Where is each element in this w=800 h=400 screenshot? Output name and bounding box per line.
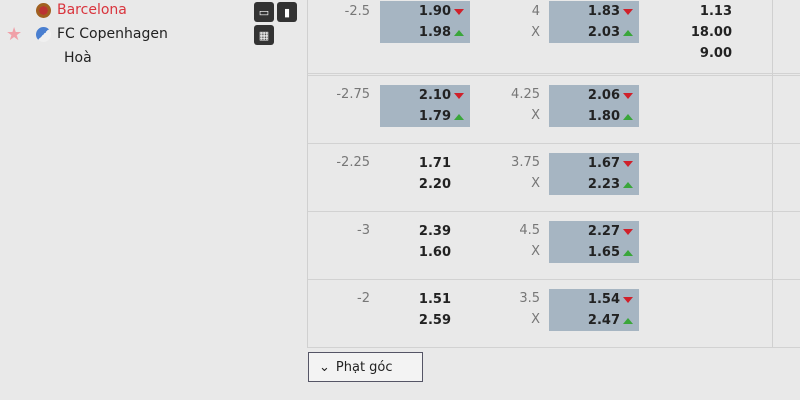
up-arrow-icon (623, 181, 633, 188)
handicap-line: -2.75 (336, 87, 370, 102)
total-line: 3.75 X (511, 155, 540, 191)
away-team-name: FC Copenhagen (57, 26, 168, 42)
up-arrow-icon (454, 29, 464, 36)
home-team[interactable]: Barcelona (36, 2, 127, 18)
handicap-odds[interactable]: 2.39 1.60 (380, 221, 470, 263)
row-divider (308, 143, 800, 144)
away-odds[interactable]: 1.79 (418, 109, 451, 124)
up-arrow-icon (454, 113, 464, 120)
under-odds[interactable]: 1.80 (587, 109, 620, 124)
over-odds[interactable]: 2.27 (587, 224, 620, 239)
1x2-value[interactable]: 1.13 (699, 4, 732, 19)
over-odds[interactable]: 1.83 (587, 4, 620, 19)
under-odds[interactable]: 1.65 (587, 245, 620, 260)
copenhagen-logo-icon (36, 26, 51, 42)
row-divider (308, 279, 800, 280)
up-arrow-icon (623, 317, 633, 324)
home-odds[interactable]: 1.90 (418, 4, 451, 19)
down-arrow-icon (454, 92, 464, 99)
row-divider (308, 75, 800, 76)
under-odds[interactable]: 2.23 (587, 177, 620, 192)
away-odds[interactable]: 1.98 (418, 25, 451, 40)
chevron-down-icon: ⌄ (319, 359, 330, 375)
divider (772, 0, 773, 348)
total-odds[interactable]: 1.67 2.23 (549, 153, 639, 195)
away-odds[interactable]: 2.59 (418, 313, 451, 328)
home-odds[interactable]: 1.51 (418, 292, 451, 307)
handicap-line: -3 (357, 223, 370, 238)
away-odds[interactable]: 1.60 (418, 245, 451, 260)
handicap-line: -2 (357, 291, 370, 306)
down-arrow-icon (623, 296, 633, 303)
row-divider (308, 73, 800, 74)
home-odds[interactable]: 2.10 (418, 88, 451, 103)
up-arrow-icon (623, 113, 633, 120)
down-arrow-icon (623, 160, 633, 167)
down-arrow-icon (454, 8, 464, 15)
home-odds[interactable]: 1.71 (418, 156, 451, 171)
1x2-value[interactable]: 18.00 (690, 25, 732, 40)
down-arrow-icon (623, 228, 633, 235)
over-odds[interactable]: 2.06 (587, 88, 620, 103)
total-odds[interactable]: 1.54 2.47 (549, 289, 639, 331)
handicap-odds[interactable]: 1.71 2.20 (380, 153, 470, 195)
star-icon[interactable]: ★ (6, 24, 23, 45)
over-odds[interactable]: 1.67 (587, 156, 620, 171)
home-team-name: Barcelona (57, 2, 127, 18)
total-line: 4.25 X (511, 87, 540, 123)
draw-label: Hoà (64, 50, 92, 66)
lineup-icon[interactable]: ▦ (254, 25, 274, 45)
down-arrow-icon (623, 92, 633, 99)
1x2-odds[interactable]: 1.13 18.00 9.00 (660, 1, 732, 64)
away-team[interactable]: FC Copenhagen (36, 26, 168, 42)
corner-kicks-button[interactable]: ⌄ Phạt góc (308, 352, 423, 382)
total-odds[interactable]: 2.27 1.65 (549, 221, 639, 263)
handicap-odds[interactable]: 1.90 1.98 (380, 1, 470, 43)
down-arrow-icon (623, 8, 633, 15)
up-arrow-icon (623, 29, 633, 36)
total-line: 4.5 X (519, 223, 540, 259)
divider (307, 0, 308, 348)
handicap-line: -2.5 (344, 4, 370, 19)
total-odds[interactable]: 2.06 1.80 (549, 85, 639, 127)
handicap-line: -2.25 (336, 155, 370, 170)
corner-kicks-label: Phạt góc (335, 359, 393, 375)
handicap-odds[interactable]: 1.51 2.59 (380, 289, 470, 331)
1x2-value[interactable]: 9.00 (699, 46, 732, 61)
over-odds[interactable]: 1.54 (587, 292, 620, 307)
handicap-odds[interactable]: 2.10 1.79 (380, 85, 470, 127)
home-odds[interactable]: 2.39 (418, 224, 451, 239)
total-line: 3.5 X (519, 291, 540, 327)
under-odds[interactable]: 2.03 (587, 25, 620, 40)
away-odds[interactable]: 2.20 (418, 177, 451, 192)
up-arrow-icon (623, 249, 633, 256)
barcelona-logo-icon (36, 2, 51, 18)
stats-icon[interactable]: ▮ (277, 2, 297, 22)
total-odds[interactable]: 1.83 2.03 (549, 1, 639, 43)
under-odds[interactable]: 2.47 (587, 313, 620, 328)
tv-icon[interactable]: ▭ (254, 2, 274, 22)
row-divider (308, 347, 800, 348)
row-divider (308, 211, 800, 212)
